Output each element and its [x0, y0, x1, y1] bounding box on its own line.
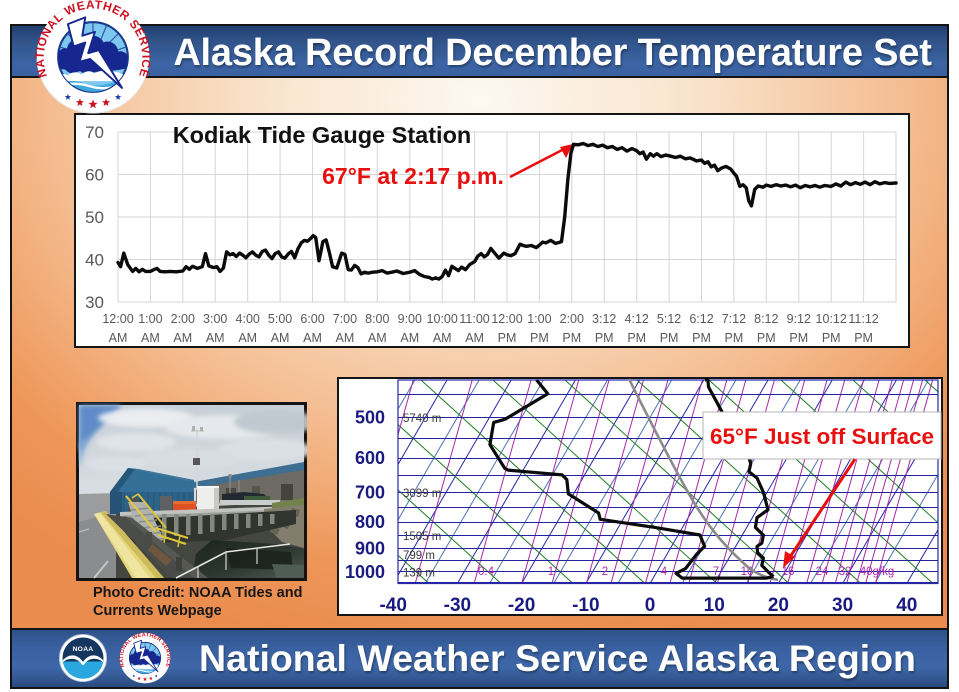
svg-text:900: 900 — [355, 538, 385, 558]
svg-text:AM: AM — [465, 331, 484, 345]
svg-text:40: 40 — [85, 251, 104, 270]
svg-text:12:00: 12:00 — [491, 312, 522, 326]
svg-text:1:00: 1:00 — [527, 312, 551, 326]
svg-text:50: 50 — [85, 208, 104, 227]
svg-text:7: 7 — [713, 566, 719, 578]
svg-text:-40: -40 — [379, 595, 406, 616]
svg-text:0: 0 — [645, 595, 656, 616]
svg-text:PM: PM — [627, 331, 646, 345]
svg-text:4:00: 4:00 — [236, 312, 260, 326]
svg-text:PM: PM — [789, 331, 808, 345]
svg-text:PM: PM — [530, 331, 549, 345]
svg-text:1505 m: 1505 m — [403, 531, 441, 543]
svg-text:-30: -30 — [444, 595, 471, 616]
svg-text:PM: PM — [660, 331, 679, 345]
svg-text:10: 10 — [704, 595, 725, 616]
svg-text:30: 30 — [832, 595, 853, 616]
svg-text:PM: PM — [498, 331, 517, 345]
svg-text:2:00: 2:00 — [171, 312, 195, 326]
svg-text:AM: AM — [433, 331, 452, 345]
svg-text:PM: PM — [692, 331, 711, 345]
svg-text:PM: PM — [562, 331, 581, 345]
svg-text:NOAA: NOAA — [73, 646, 94, 653]
svg-text:1:00: 1:00 — [138, 312, 162, 326]
svg-text:9:00: 9:00 — [398, 312, 422, 326]
svg-text:AM: AM — [336, 331, 355, 345]
svg-text:3:00: 3:00 — [203, 312, 227, 326]
svg-text:800: 800 — [355, 512, 385, 532]
svg-text:11:12: 11:12 — [848, 312, 878, 326]
svg-text:11:00: 11:00 — [459, 312, 489, 326]
svg-text:40: 40 — [896, 595, 917, 616]
svg-text:AM: AM — [173, 331, 192, 345]
svg-text:16: 16 — [782, 566, 795, 578]
svg-text:4: 4 — [661, 566, 668, 578]
svg-text:-10: -10 — [572, 595, 599, 616]
svg-text:-20: -20 — [508, 595, 535, 616]
svg-text:600: 600 — [355, 448, 385, 468]
svg-text:PM: PM — [757, 331, 776, 345]
svg-text:60: 60 — [85, 166, 104, 185]
svg-text:0.4: 0.4 — [478, 566, 495, 578]
svg-text:70: 70 — [85, 123, 104, 142]
svg-text:9:12: 9:12 — [787, 312, 811, 326]
svg-text:10:12: 10:12 — [816, 312, 847, 326]
svg-text:1: 1 — [548, 566, 554, 578]
svg-text:5:12: 5:12 — [657, 312, 681, 326]
svg-text:12:00: 12:00 — [102, 312, 133, 326]
svg-text:7:00: 7:00 — [333, 312, 357, 326]
svg-text:PM: PM — [854, 331, 873, 345]
svg-text:6:12: 6:12 — [689, 312, 713, 326]
svg-text:AM: AM — [400, 331, 419, 345]
svg-text:AM: AM — [271, 331, 290, 345]
svg-text:24: 24 — [816, 566, 829, 578]
svg-text:6:00: 6:00 — [300, 312, 324, 326]
svg-text:AM: AM — [368, 331, 387, 345]
svg-text:AM: AM — [303, 331, 322, 345]
svg-text:799 m: 799 m — [403, 550, 435, 562]
svg-text:500: 500 — [355, 408, 385, 428]
svg-text:1000: 1000 — [345, 562, 385, 582]
svg-text:AM: AM — [238, 331, 257, 345]
svg-text:3099 m: 3099 m — [403, 488, 441, 500]
svg-text:PM: PM — [725, 331, 744, 345]
svg-text:67°F at 2:17 p.m.: 67°F at 2:17 p.m. — [322, 163, 504, 189]
svg-text:40g/kg: 40g/kg — [860, 566, 895, 578]
svg-text:5:00: 5:00 — [268, 312, 292, 326]
svg-text:700: 700 — [355, 482, 385, 502]
svg-text:139 m: 139 m — [403, 568, 435, 580]
svg-text:32: 32 — [839, 566, 852, 578]
svg-text:4:12: 4:12 — [625, 312, 649, 326]
svg-text:8:12: 8:12 — [754, 312, 778, 326]
svg-text:7:12: 7:12 — [722, 312, 746, 326]
svg-text:PM: PM — [595, 331, 614, 345]
svg-text:AM: AM — [206, 331, 225, 345]
svg-text:10:00: 10:00 — [427, 312, 458, 326]
svg-text:20: 20 — [768, 595, 789, 616]
svg-text:8:00: 8:00 — [365, 312, 389, 326]
svg-text:2:00: 2:00 — [560, 312, 584, 326]
svg-text:Kodiak Tide Gauge Station: Kodiak Tide Gauge Station — [173, 122, 472, 148]
svg-text:AM: AM — [141, 331, 160, 345]
svg-text:2: 2 — [602, 566, 608, 578]
svg-text:3:12: 3:12 — [592, 312, 616, 326]
svg-text:PM: PM — [822, 331, 841, 345]
svg-text:30: 30 — [85, 293, 104, 312]
svg-text:AM: AM — [109, 331, 128, 345]
svg-text:5740 m: 5740 m — [403, 413, 441, 425]
svg-text:65°F Just off Surface: 65°F Just off Surface — [710, 424, 934, 449]
